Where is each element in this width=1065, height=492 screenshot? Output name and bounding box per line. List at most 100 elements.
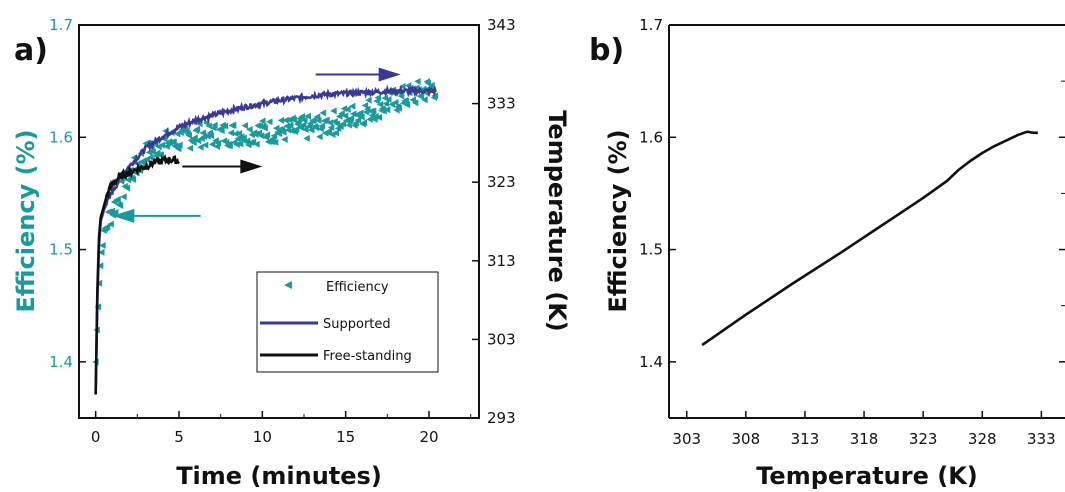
panel-b-y-tick-label: 1.6 bbox=[639, 128, 663, 146]
efficiency-point bbox=[158, 141, 166, 149]
efficiency-point bbox=[271, 138, 279, 146]
efficiency-point bbox=[193, 125, 201, 133]
efficiency-point bbox=[112, 208, 119, 216]
panel-b-x-tick-label: 313 bbox=[791, 430, 820, 448]
series-supported-line bbox=[94, 84, 437, 395]
efficiency-point bbox=[114, 195, 121, 203]
panel-b-x-tick-label: 328 bbox=[968, 430, 997, 448]
legend-supported-label: Supported bbox=[323, 317, 391, 332]
efficiency-point bbox=[344, 105, 351, 113]
panel-a-right-y-tick-label: 343 bbox=[487, 16, 516, 34]
efficiency-point bbox=[312, 124, 320, 132]
series-free-standing-line bbox=[94, 153, 180, 395]
panel-a-left-y-tick-label: 1.7 bbox=[49, 16, 73, 34]
efficiency-point bbox=[361, 101, 369, 109]
panel-a-series-group bbox=[92, 77, 439, 395]
panel-a-right-y-tick-label: 303 bbox=[487, 330, 516, 348]
efficiency-point bbox=[368, 111, 376, 119]
efficiency-point bbox=[253, 140, 260, 148]
efficiency-point bbox=[233, 140, 240, 148]
efficiency-point bbox=[310, 116, 317, 124]
legend-free-standing-label: Free-standing bbox=[323, 349, 412, 364]
efficiency-point bbox=[403, 101, 411, 109]
panel-a-x-tick-label: 20 bbox=[419, 428, 438, 446]
panel-a-left-y-tick-label: 1.4 bbox=[49, 353, 73, 371]
efficiency-point bbox=[340, 105, 348, 113]
supported-axis-arrow-head bbox=[378, 67, 401, 82]
efficiency-point bbox=[281, 136, 288, 144]
efficiency-point bbox=[319, 109, 327, 117]
efficiency-point bbox=[421, 96, 428, 104]
panel-b-x-tick-label: 333 bbox=[1027, 430, 1056, 448]
panel-a-x-tick-label: 15 bbox=[336, 428, 355, 446]
efficiency-point bbox=[145, 148, 153, 156]
panel-b-ticks: 303 308 313 318 323 328 333 1.4 1.5 1.6 1.7 bbox=[639, 16, 1065, 448]
efficiency-point bbox=[107, 220, 114, 228]
efficiency-point bbox=[431, 92, 439, 100]
efficiency-point bbox=[261, 124, 268, 132]
efficiency-point bbox=[365, 96, 372, 104]
efficiency-point bbox=[392, 98, 399, 106]
efficiency-point bbox=[411, 99, 419, 107]
legend-efficiency-marker bbox=[284, 281, 292, 289]
efficiency-point bbox=[226, 142, 233, 150]
panel-a-plot-frame bbox=[78, 24, 480, 419]
series-efficiency bbox=[92, 77, 439, 366]
efficiency-point bbox=[287, 121, 294, 129]
efficiency-point bbox=[246, 125, 253, 133]
efficiency-point bbox=[170, 138, 177, 146]
panel-a-left-y-tick-label: 1.6 bbox=[49, 128, 73, 146]
efficiency-point bbox=[332, 129, 339, 137]
efficiency-point bbox=[330, 107, 337, 115]
efficiency-point bbox=[375, 113, 383, 121]
efficiency-point bbox=[333, 120, 341, 128]
efficiency-point bbox=[315, 116, 322, 124]
efficiency-point bbox=[229, 121, 237, 129]
efficiency-point bbox=[385, 95, 392, 103]
efficiency-point bbox=[302, 126, 309, 134]
panel-b-x-axis-title: Temperature (K) bbox=[756, 462, 978, 490]
efficiency-point bbox=[236, 140, 244, 148]
efficiency-point bbox=[98, 248, 105, 256]
efficiency-point bbox=[341, 112, 349, 120]
efficiency-point bbox=[270, 132, 278, 140]
panel-a-x-tick-label: 10 bbox=[253, 428, 272, 446]
efficiency-point bbox=[304, 112, 311, 120]
efficiency-point bbox=[207, 132, 215, 140]
efficiency-point bbox=[350, 110, 357, 118]
efficiency-point bbox=[284, 126, 292, 134]
efficiency-point bbox=[348, 102, 356, 110]
efficiency-point bbox=[227, 129, 234, 137]
panel-a-x-tick-label: 5 bbox=[174, 428, 184, 446]
efficiency-point bbox=[205, 122, 212, 130]
efficiency-point bbox=[204, 132, 211, 140]
efficiency-point bbox=[185, 131, 192, 139]
panel-a-right-y-tick-label: 323 bbox=[487, 173, 516, 191]
panel-a-x-tick-label: 0 bbox=[91, 428, 101, 446]
panel-a-annotation-arrows bbox=[112, 67, 401, 223]
panel-a-right-y-tick-label: 293 bbox=[487, 409, 516, 427]
efficiency-point bbox=[99, 241, 106, 249]
free-standing-axis-arrow-head bbox=[240, 159, 263, 174]
panel-b-chart: b) 303 308 313 318 323 328 333 1.4 1.5 1.6 1.7 Tem… bbox=[589, 16, 1065, 490]
panel-b-x-tick-label: 318 bbox=[850, 430, 879, 448]
efficiency-point bbox=[326, 119, 334, 127]
efficiency-point bbox=[318, 122, 325, 130]
efficiency-point bbox=[96, 262, 104, 270]
efficiency-point bbox=[414, 77, 421, 85]
panel-b-efficiency-curve bbox=[701, 130, 1038, 347]
panel-b-label: b) bbox=[589, 33, 624, 68]
efficiency-point bbox=[383, 106, 391, 114]
efficiency-point bbox=[301, 116, 308, 124]
efficiency-point bbox=[201, 141, 209, 149]
efficiency-point bbox=[280, 128, 287, 136]
efficiency-axis-arrow-head bbox=[112, 208, 135, 223]
efficiency-point bbox=[339, 120, 346, 128]
efficiency-point bbox=[327, 124, 335, 132]
efficiency-point bbox=[282, 116, 289, 124]
efficiency-point bbox=[214, 139, 222, 147]
legend-efficiency-label: Efficiency bbox=[326, 280, 389, 295]
efficiency-point bbox=[358, 113, 365, 121]
panel-a-right-y-tick-label: 333 bbox=[487, 95, 516, 113]
